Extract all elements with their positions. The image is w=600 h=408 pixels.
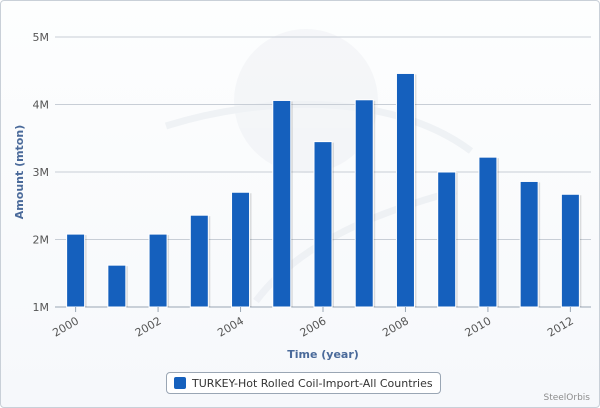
bar-2000[interactable] [66,233,86,308]
bar-2010[interactable] [478,156,498,308]
y-tick-label: 4M [33,99,50,112]
x-axis-title: Time (year) [287,348,359,361]
y-tick-label: 1M [33,301,50,314]
x-tick-label: 2008 [380,314,411,339]
bar-2011[interactable] [519,180,539,308]
y-tick-label: 2M [33,234,50,247]
x-tick-label: 2010 [463,314,494,339]
credit-label: SteelOrbis [543,393,590,403]
bar-2009[interactable] [437,171,457,308]
x-tick-label: 2012 [545,314,576,339]
legend-label: TURKEY-Hot Rolled Coil-Import-All Countr… [192,376,433,390]
bar-2008[interactable] [395,72,415,308]
bar-2003[interactable] [189,214,209,308]
bar-2002[interactable] [148,233,168,308]
x-tick-label: 2002 [133,314,164,339]
bar-2012[interactable] [560,193,580,308]
legend-swatch [174,377,186,389]
x-tick-label: 2000 [50,314,81,339]
y-tick-label: 5M [33,31,50,44]
bar-2004[interactable] [231,191,251,308]
bar-2005[interactable] [272,99,292,308]
legend[interactable]: TURKEY-Hot Rolled Coil-Import-All Countr… [166,372,441,394]
bar-2006[interactable] [313,141,333,308]
y-axis-title: Amount (mton) [13,125,26,219]
bar-2001[interactable] [107,264,127,308]
y-tick-label: 3M [33,166,50,179]
x-tick-label: 2004 [215,314,246,339]
x-tick-label: 2006 [298,314,329,339]
bar-2007[interactable] [354,99,374,308]
